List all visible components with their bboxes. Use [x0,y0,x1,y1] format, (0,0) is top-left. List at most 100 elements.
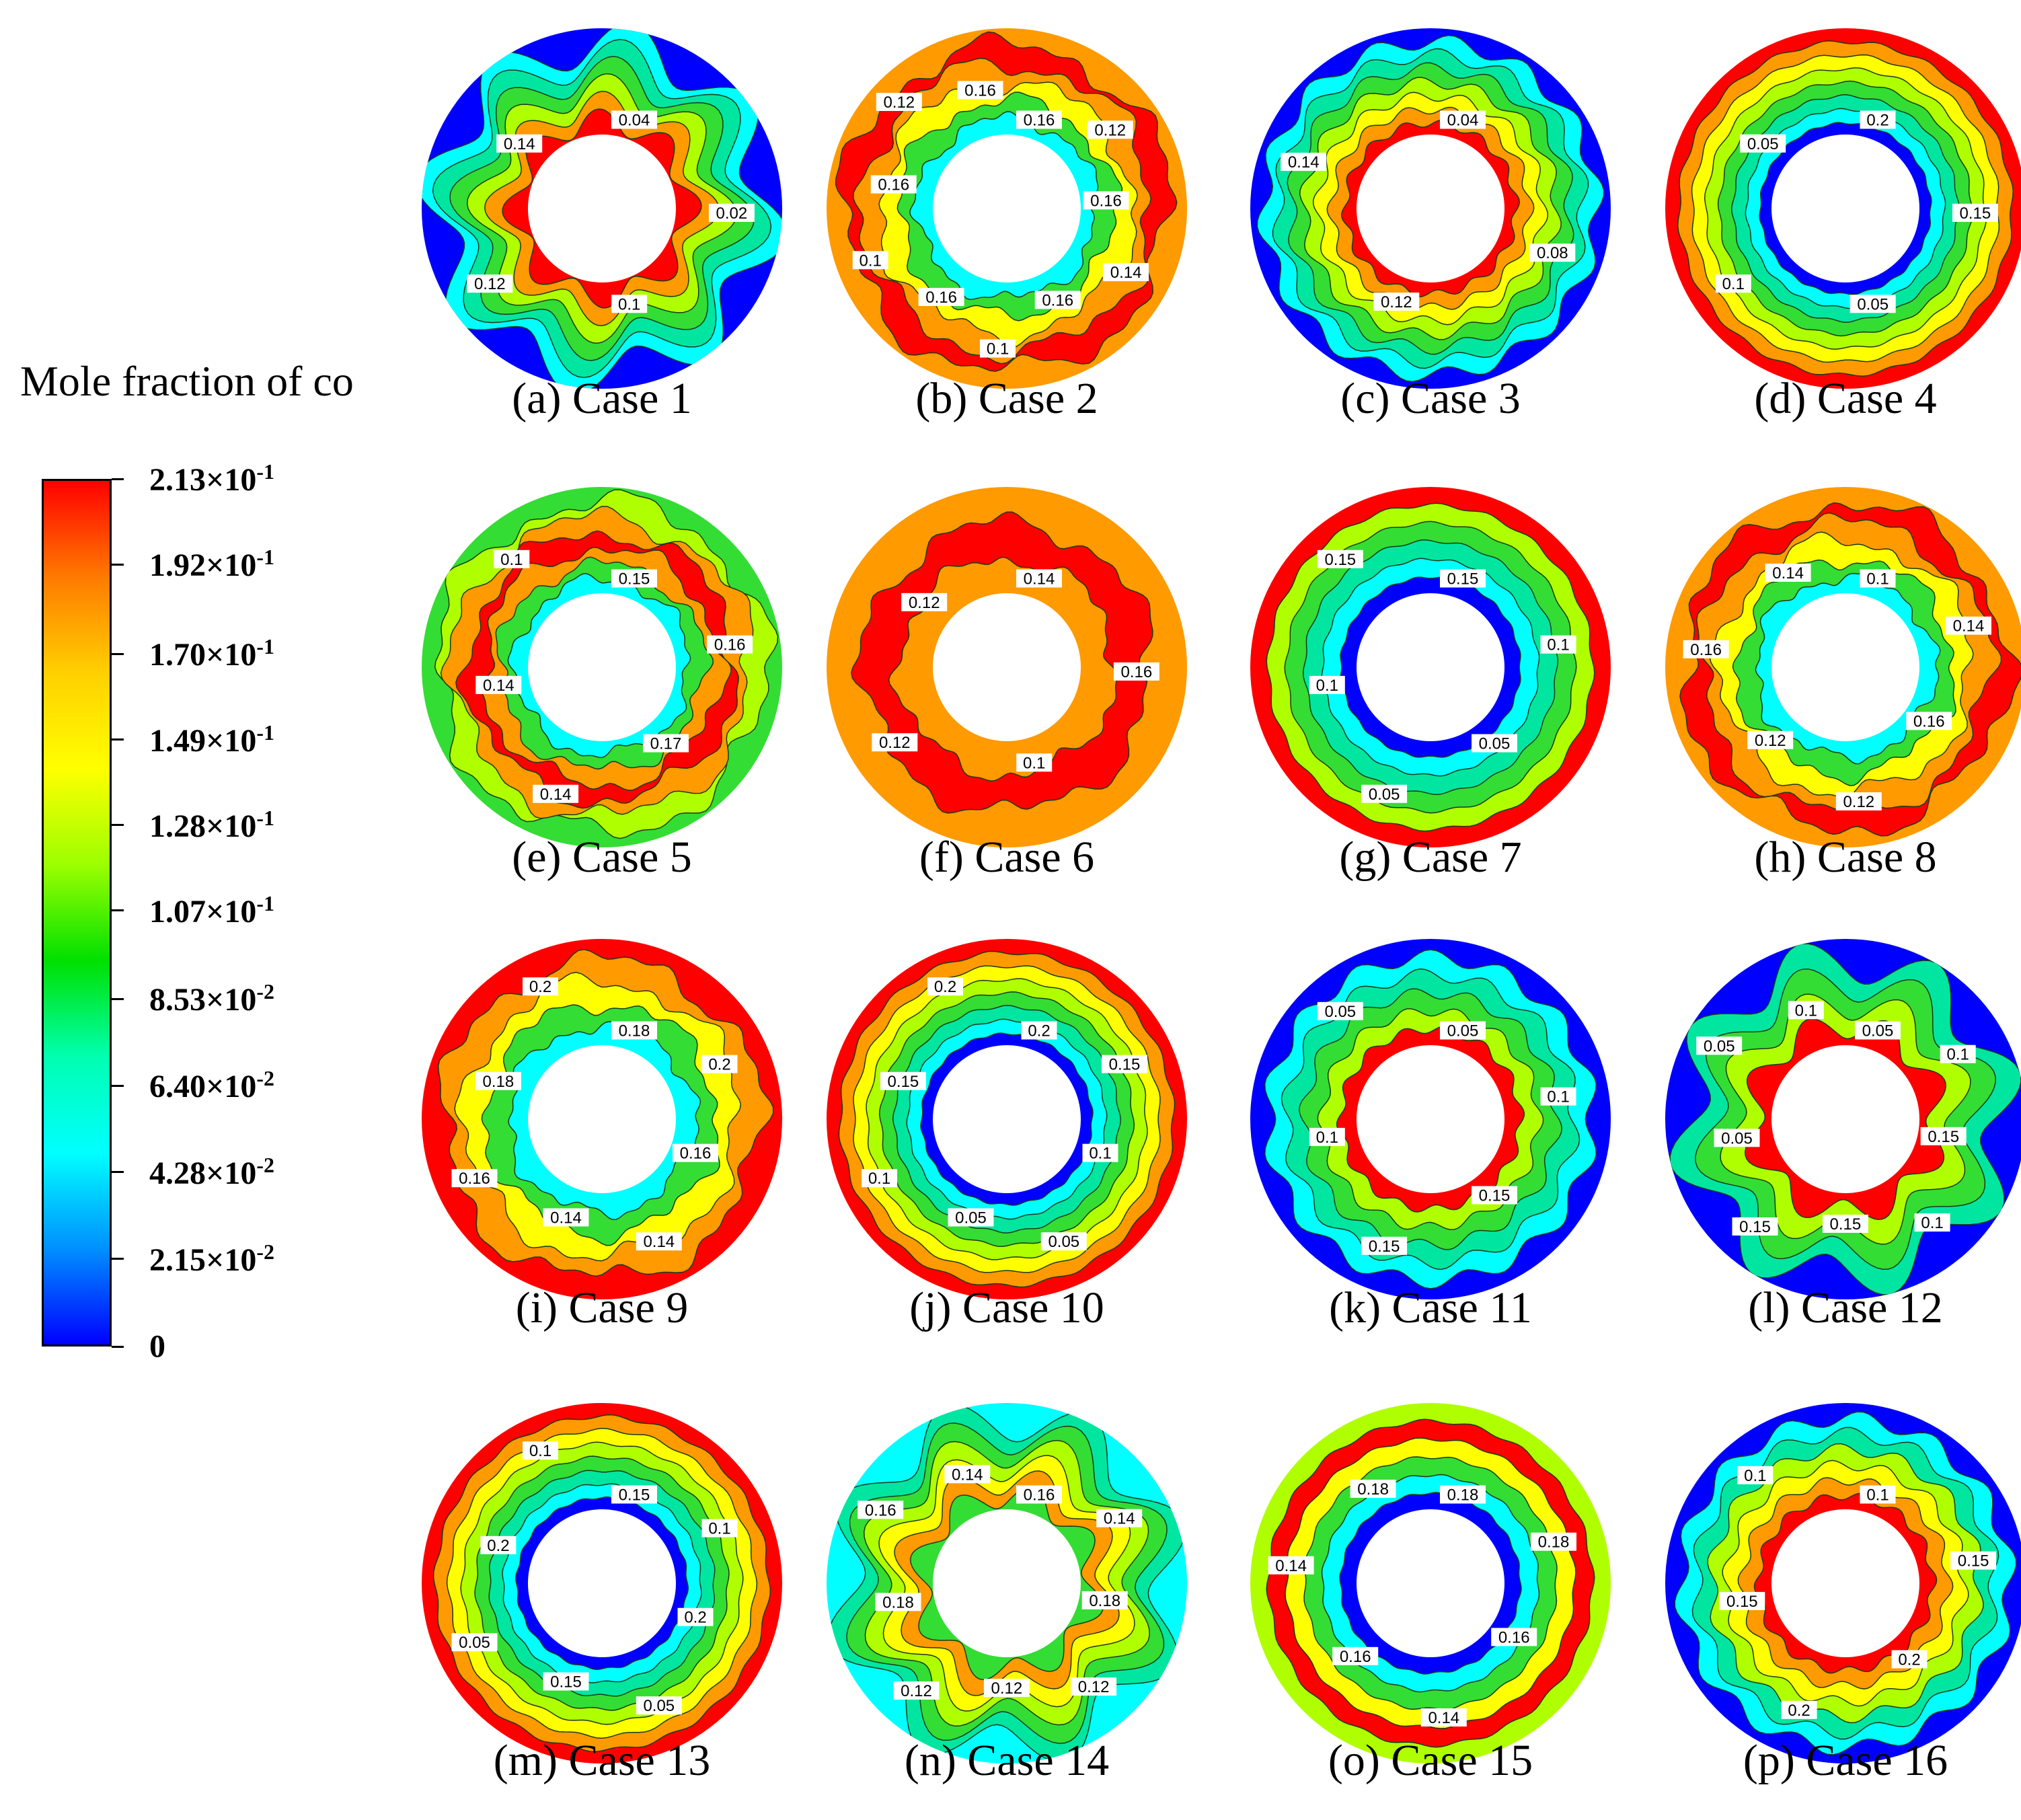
contour-band-red [1336,1026,1525,1213]
contour-label-bg [1781,1700,1817,1719]
contour-label-bg [611,1485,657,1504]
contour-label-bg [1737,1466,1774,1484]
contour-label-bg [918,288,964,306]
contour-label-bg [1860,1485,1896,1504]
contour-label-bg [1096,1509,1143,1527]
contour-label-bg [1332,1646,1379,1665]
contour-label-bg [1788,1001,1824,1020]
contour-label-bg [1309,1127,1345,1146]
colorbar-tick-label: 8.53×10-2 [149,979,274,1018]
inner-hole [1771,593,1919,741]
contour-value-label: 0.15 [1726,1593,1758,1611]
contour-value-label: 0.05 [1048,1233,1079,1251]
contour-band-red [1745,1018,1946,1220]
contour-value-label: 0.05 [955,1209,987,1227]
contour-band-teal [432,38,772,379]
contour-value-label: 0.15 [1739,1218,1771,1236]
contour-value-label: 0.18 [619,1022,650,1040]
contour-value-label: 0.1 [618,295,640,313]
tick-exponent: -1 [256,459,275,484]
contour-band-red [1679,502,2021,837]
contour-label-bg [1715,274,1751,293]
contour-label-bg [701,1519,738,1538]
contour-label-bg [1361,784,1408,803]
contour-band-green [1732,559,1956,786]
contour-band-cyan [507,572,691,759]
contour-label-bg [1719,1591,1765,1610]
contour-value-label: 0.12 [991,1679,1023,1698]
contour-value-label: 0.1 [1089,1145,1111,1163]
contour-label-bg [1747,730,1794,749]
contour-band-green [495,556,714,770]
contour-band-green [481,1004,720,1246]
contour-value-label: 0.14 [1428,1709,1459,1727]
tick-mantissa: 2.15×10 [149,1242,257,1278]
panel-caption: (e) Case 5 [512,833,692,882]
contour-label-bg [1920,1127,1967,1145]
contour-value-label: 0.12 [1381,293,1412,311]
panel-caption: (c) Case 3 [1340,374,1521,423]
contour-label-bg [636,1232,682,1251]
contour-value-label: 0.05 [1369,786,1400,804]
contour-band-orange [1696,512,2002,810]
contour-band-cyan [1674,1411,2017,1755]
contour-value-label: 0.18 [483,1073,514,1091]
contour-label-bg [494,549,530,568]
legend-title: Mole fraction of co [20,357,354,405]
contour-value-label: 0.18 [1538,1533,1570,1552]
tick-exponent: -2 [256,979,275,1004]
contour-label-bg [927,977,963,996]
contour-label-bg [1361,1236,1408,1255]
contour-label-bg [862,1169,897,1188]
contour-label-bg [957,81,1003,100]
contour-label-bg [475,1071,521,1090]
contour-value-label: 0.12 [901,1682,932,1700]
contour-label-bg [1914,1213,1950,1232]
contour-label-bg [1309,675,1345,694]
contour-band-green [897,91,1123,321]
contour-band-cyan [1256,34,1605,383]
contour-band-cyan [906,1018,1108,1220]
colorbar-tick-label: 4.28×10-2 [149,1153,274,1192]
contour-label-bg [1714,1129,1760,1147]
contour-label-bg [1540,1087,1576,1106]
contour-value-label: 0.16 [1024,1486,1055,1505]
contour-band-yellow [1312,91,1549,326]
contour-value-label: 0.15 [619,570,650,589]
tick-mantissa: 6.40×10 [149,1069,257,1105]
contour-value-label: 0.15 [1958,1552,1989,1570]
tick-mantissa: 1.49×10 [149,722,257,759]
contour-band-green [1284,521,1577,814]
contour-band-cyan [508,1021,701,1221]
contour-label-bg [543,1672,589,1691]
contour-band-teal [488,1470,716,1697]
contour-band-lime [460,1441,744,1725]
panel-caption: (i) Case 9 [515,1283,689,1332]
contour-value-label: 0.15 [1324,551,1356,569]
contour-value-label: 0.2 [1788,1702,1810,1720]
contour-value-label: 0.12 [1094,121,1126,139]
tick-mantissa: 1.07×10 [149,893,257,930]
contour-value-label: 0.1 [1316,1129,1338,1147]
contour-band-blue [920,1032,1094,1206]
contour-label-bg [677,1607,714,1626]
panel-caption: (k) Case 11 [1329,1283,1532,1332]
contour-value-label: 0.1 [1744,1467,1766,1485]
contour-label-bg [643,734,689,753]
contour-value-label: 0.14 [1275,1557,1307,1575]
contour-band-yellow [446,1427,758,1739]
contour-band-blue [1759,122,1932,295]
contour-label-bg [1040,1232,1087,1251]
contour-value-label: 0.16 [714,636,746,654]
contour-value-label: 0.05 [1857,295,1889,313]
colorbar-tick-mark [112,1171,124,1174]
tick-mantissa: 1.70×10 [149,637,257,673]
panel-caption: (h) Case 8 [1754,833,1937,882]
contour-value-label: 0.1 [1921,1214,1943,1232]
contour-value-label: 0.1 [1866,1486,1889,1505]
